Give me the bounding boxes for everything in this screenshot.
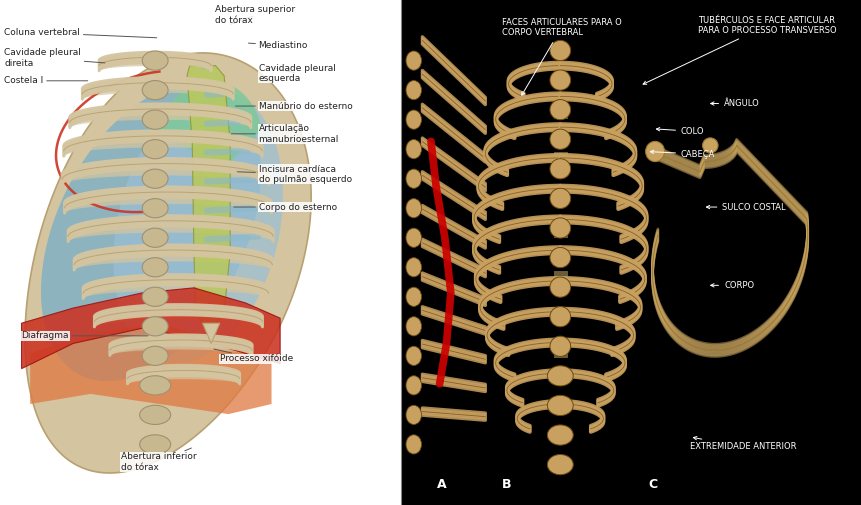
- Ellipse shape: [142, 317, 168, 336]
- Ellipse shape: [406, 317, 421, 336]
- Text: SULCO COSTAL: SULCO COSTAL: [705, 203, 785, 212]
- Ellipse shape: [406, 80, 421, 99]
- Ellipse shape: [142, 169, 168, 188]
- Text: C: C: [647, 478, 657, 491]
- Ellipse shape: [406, 139, 421, 159]
- Ellipse shape: [406, 110, 421, 129]
- Polygon shape: [159, 81, 262, 182]
- Text: Diafragma: Diafragma: [22, 331, 148, 340]
- Polygon shape: [30, 323, 271, 414]
- Text: Coluna vertebral: Coluna vertebral: [4, 28, 157, 38]
- Text: Processo xifóide: Processo xifóide: [214, 349, 293, 363]
- Ellipse shape: [142, 346, 168, 366]
- Ellipse shape: [702, 138, 717, 153]
- Ellipse shape: [549, 247, 570, 268]
- Ellipse shape: [142, 258, 168, 277]
- Ellipse shape: [406, 51, 421, 70]
- Text: Abertura superior
do tórax: Abertura superior do tórax: [215, 6, 295, 25]
- Ellipse shape: [406, 198, 421, 218]
- Text: COLO: COLO: [655, 127, 703, 136]
- Ellipse shape: [406, 435, 421, 454]
- Ellipse shape: [549, 307, 570, 327]
- Ellipse shape: [406, 376, 421, 395]
- Ellipse shape: [549, 218, 570, 238]
- Ellipse shape: [549, 277, 570, 297]
- Polygon shape: [202, 323, 220, 343]
- Ellipse shape: [549, 40, 570, 61]
- Ellipse shape: [139, 406, 170, 425]
- Ellipse shape: [139, 376, 170, 395]
- Ellipse shape: [549, 336, 570, 357]
- Bar: [0, 0, 400, 505]
- Text: Abertura inferior
do tórax: Abertura inferior do tórax: [121, 448, 196, 472]
- Text: Mediastino: Mediastino: [248, 41, 307, 50]
- Ellipse shape: [645, 141, 664, 162]
- Text: Cavidade pleural
direita: Cavidade pleural direita: [4, 48, 105, 68]
- Text: TUBÉRCULOS E FACE ARTICULAR
PARA O PROCESSO TRANSVERSO: TUBÉRCULOS E FACE ARTICULAR PARA O PROCE…: [642, 16, 836, 84]
- Polygon shape: [114, 91, 282, 363]
- Text: FACES ARTICULARES PARA O
CORPO VERTEBRAL: FACES ARTICULARES PARA O CORPO VERTEBRAL: [501, 18, 621, 95]
- Text: A: A: [437, 478, 447, 491]
- Ellipse shape: [549, 188, 570, 209]
- Polygon shape: [22, 288, 280, 369]
- Ellipse shape: [142, 110, 168, 129]
- Ellipse shape: [547, 395, 573, 416]
- Text: Cavidade pleural
esquerda: Cavidade pleural esquerda: [258, 64, 335, 83]
- Ellipse shape: [406, 406, 421, 425]
- Ellipse shape: [142, 80, 168, 99]
- Ellipse shape: [406, 258, 421, 277]
- Ellipse shape: [142, 287, 168, 307]
- Text: Incisura cardíaca
do pulmão esquerdo: Incisura cardíaca do pulmão esquerdo: [237, 165, 351, 184]
- Text: CABEÇA: CABEÇA: [649, 149, 715, 159]
- Ellipse shape: [406, 169, 421, 188]
- Ellipse shape: [549, 129, 570, 149]
- Text: Articulação
manubrioesternal: Articulação manubrioesternal: [231, 124, 338, 143]
- Ellipse shape: [139, 435, 170, 454]
- Text: B: B: [501, 478, 511, 491]
- Ellipse shape: [549, 99, 570, 120]
- Text: Manúbrio do esterno: Manúbrio do esterno: [235, 102, 352, 111]
- Ellipse shape: [549, 70, 570, 90]
- Ellipse shape: [549, 159, 570, 179]
- Ellipse shape: [142, 139, 168, 159]
- Ellipse shape: [142, 198, 168, 218]
- Ellipse shape: [547, 425, 573, 445]
- Polygon shape: [25, 53, 311, 473]
- Ellipse shape: [547, 454, 573, 475]
- Ellipse shape: [406, 346, 421, 366]
- Text: EXTREMIDADE ANTERIOR: EXTREMIDADE ANTERIOR: [689, 436, 796, 451]
- Ellipse shape: [406, 228, 421, 247]
- Ellipse shape: [142, 51, 168, 70]
- Polygon shape: [41, 83, 260, 381]
- Ellipse shape: [547, 366, 573, 386]
- Ellipse shape: [406, 287, 421, 307]
- Polygon shape: [187, 66, 230, 323]
- Text: Corpo do esterno: Corpo do esterno: [233, 203, 337, 212]
- Text: Costela I: Costela I: [4, 76, 88, 85]
- Ellipse shape: [142, 228, 168, 247]
- Bar: [400, 0, 861, 505]
- Text: CORPO: CORPO: [709, 281, 753, 290]
- Text: ÂNGULO: ÂNGULO: [709, 99, 759, 108]
